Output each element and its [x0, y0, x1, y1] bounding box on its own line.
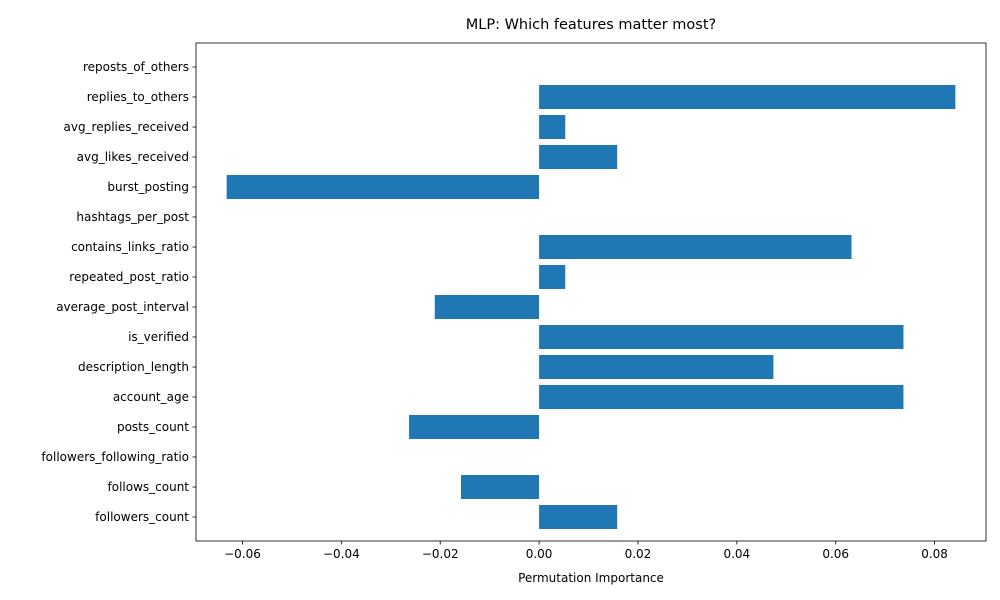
y-tick-label: posts_count: [117, 420, 189, 434]
bar-avg-replies-received: [539, 115, 566, 139]
x-ticks-group: −0.06 −0.04 −0.02 0.00 0.02 0.04 0.06 0.08: [224, 541, 948, 561]
y-tick-label: description_length: [78, 360, 189, 374]
y-tick-label: hashtags_per_post: [76, 210, 189, 224]
x-tick-label: 0.00: [526, 547, 553, 561]
chart-title: MLP: Which features matter most?: [466, 17, 716, 33]
y-tick-label: followers_count: [95, 510, 189, 524]
bars-group: [226, 85, 956, 529]
x-tick-label: 0.08: [921, 547, 948, 561]
x-tick-label: −0.02: [422, 547, 459, 561]
y-tick-label: burst_posting: [107, 180, 189, 194]
x-tick-label: −0.06: [224, 547, 261, 561]
x-tick-label: 0.06: [822, 547, 849, 561]
y-tick-label: is_verified: [128, 330, 189, 344]
x-tick-label: −0.04: [323, 547, 360, 561]
bar-account-age: [539, 385, 904, 409]
y-tick-label: account_age: [113, 390, 189, 404]
y-tick-label: reposts_of_others: [83, 60, 189, 74]
x-axis-label: Permutation Importance: [518, 571, 664, 585]
y-tick-label: follows_count: [108, 480, 190, 494]
bar-follows-count: [460, 475, 540, 499]
y-tick-label: avg_replies_received: [63, 120, 189, 134]
bar-avg-likes-received: [539, 145, 618, 169]
y-tick-label: avg_likes_received: [77, 150, 189, 164]
x-tick-label: 0.04: [723, 547, 750, 561]
y-tick-label: followers_following_ratio: [41, 450, 189, 464]
bar-repeated-post-ratio: [539, 265, 566, 289]
x-tick-label: 0.02: [625, 547, 652, 561]
bar-replies-to-others: [539, 85, 956, 109]
bar-is-verified: [539, 325, 904, 349]
bar-burst-posting: [226, 175, 540, 199]
y-tick-label: contains_links_ratio: [71, 240, 189, 254]
y-ticks-group: followers_count follows_count followers_fo…: [41, 60, 196, 524]
bar-description-length: [539, 355, 774, 379]
bar-average-post-interval: [434, 295, 540, 319]
bar-posts-count: [409, 415, 540, 439]
bar-followers-count: [539, 505, 618, 529]
y-tick-label: replies_to_others: [87, 90, 189, 104]
plot-frame: [195, 42, 987, 542]
bar-contains-links-ratio: [539, 235, 852, 259]
y-tick-label: repeated_post_ratio: [69, 270, 189, 284]
y-tick-label: average_post_interval: [56, 300, 189, 314]
